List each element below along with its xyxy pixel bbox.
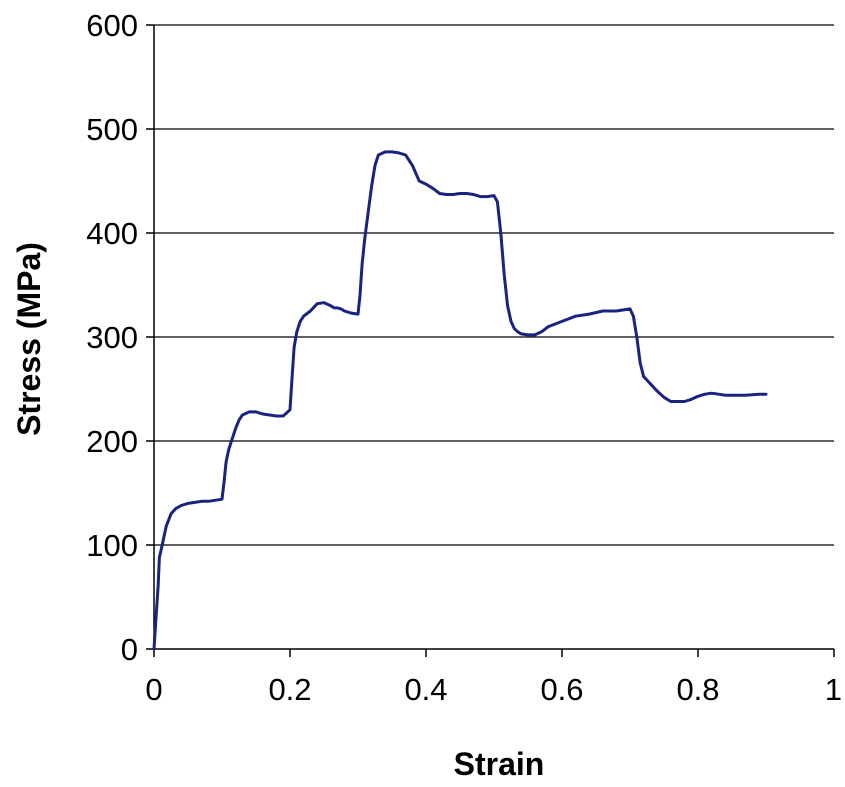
series-layer: [152, 150, 768, 651]
y-tick-label: 600: [86, 8, 138, 43]
gridlines: [154, 24, 834, 546]
y-tick-label: 0: [121, 632, 138, 667]
y-tick-label: 100: [86, 528, 138, 563]
x-tick-label: 0.6: [540, 672, 583, 707]
stress-strain-line: [152, 150, 768, 651]
tick-marks: [146, 24, 835, 657]
x-axis-title: Strain: [454, 746, 545, 782]
x-tick-label: 0: [145, 672, 162, 707]
x-tick-labels: 0 0.2 0.4 0.6 0.8 1: [145, 672, 842, 707]
x-tick-label: 0.4: [404, 672, 447, 707]
y-tick-labels: 0 100 200 300 400 500 600: [86, 8, 138, 667]
x-tick-label: 0.2: [268, 672, 311, 707]
x-tick-label: 1: [825, 672, 842, 707]
y-tick-label: 400: [86, 216, 138, 251]
x-tick-label: 0.8: [676, 672, 719, 707]
y-axis-title: Stress (MPa): [11, 242, 47, 436]
y-tick-label: 500: [86, 112, 138, 147]
y-tick-label: 200: [86, 424, 138, 459]
y-tick-label: 300: [86, 320, 138, 355]
